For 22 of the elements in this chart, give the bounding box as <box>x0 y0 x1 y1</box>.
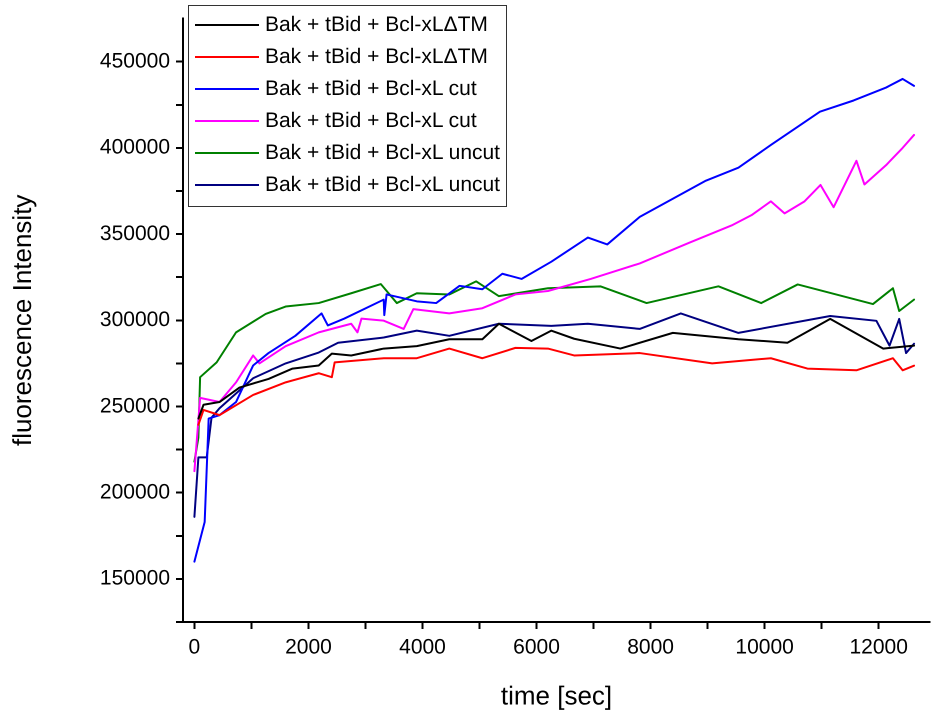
y-tick-label: 150000 <box>100 566 170 590</box>
legend-label: Bak + tBid + Bcl-xL cut <box>265 77 477 101</box>
x-tick-label: 12000 <box>849 635 908 658</box>
x-tick-label: 10000 <box>735 635 794 658</box>
y-tick-label: 200000 <box>100 480 170 504</box>
x-axis-title: time [sec] <box>500 680 612 711</box>
legend-label: Bak + tBid + Bcl-xLΔTM <box>265 13 488 37</box>
x-tick-label: 2000 <box>285 635 332 658</box>
y-tick-label: 300000 <box>100 308 170 332</box>
x-tick-label: 0 <box>188 635 200 658</box>
y-tick-label: 250000 <box>100 394 170 418</box>
y-tick-label: 400000 <box>100 136 170 159</box>
y-axis-title: fluorescence Intensity <box>6 194 37 446</box>
x-tick-label: 4000 <box>399 635 446 658</box>
x-tick-label: 6000 <box>513 635 560 658</box>
legend-label: Bak + tBid + Bcl-xLΔTM <box>265 45 488 69</box>
legend-label: Bak + tBid + Bcl-xL uncut <box>265 173 500 197</box>
legend-label: Bak + tBid + Bcl-xL cut <box>265 109 477 133</box>
y-tick-label: 350000 <box>100 222 170 245</box>
legend-label: Bak + tBid + Bcl-xL uncut <box>265 141 500 165</box>
y-tick-label: 450000 <box>100 49 170 72</box>
x-tick-label: 8000 <box>627 635 674 658</box>
